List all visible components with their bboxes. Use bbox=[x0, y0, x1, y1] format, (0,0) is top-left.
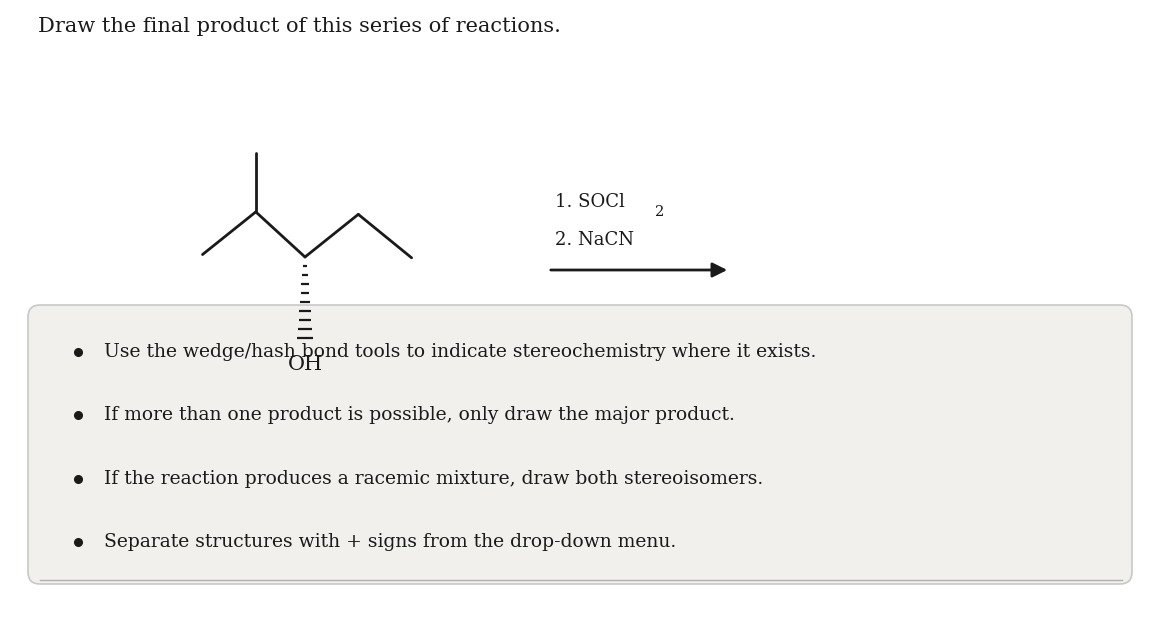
Text: OH: OH bbox=[287, 355, 323, 374]
Text: Separate structures with + signs from the drop-down menu.: Separate structures with + signs from th… bbox=[105, 533, 676, 551]
Text: If the reaction produces a racemic mixture, draw both stereoisomers.: If the reaction produces a racemic mixtu… bbox=[105, 470, 763, 488]
FancyBboxPatch shape bbox=[28, 305, 1132, 584]
Text: Use the wedge/hash bond tools to indicate stereochemistry where it exists.: Use the wedge/hash bond tools to indicat… bbox=[105, 343, 817, 361]
Text: 2: 2 bbox=[655, 205, 665, 219]
Text: 1. SOCl: 1. SOCl bbox=[555, 193, 625, 211]
Text: 2. NaCN: 2. NaCN bbox=[555, 231, 634, 249]
Text: If more than one product is possible, only draw the major product.: If more than one product is possible, on… bbox=[105, 406, 734, 424]
Text: Draw the final product of this series of reactions.: Draw the final product of this series of… bbox=[38, 17, 561, 36]
